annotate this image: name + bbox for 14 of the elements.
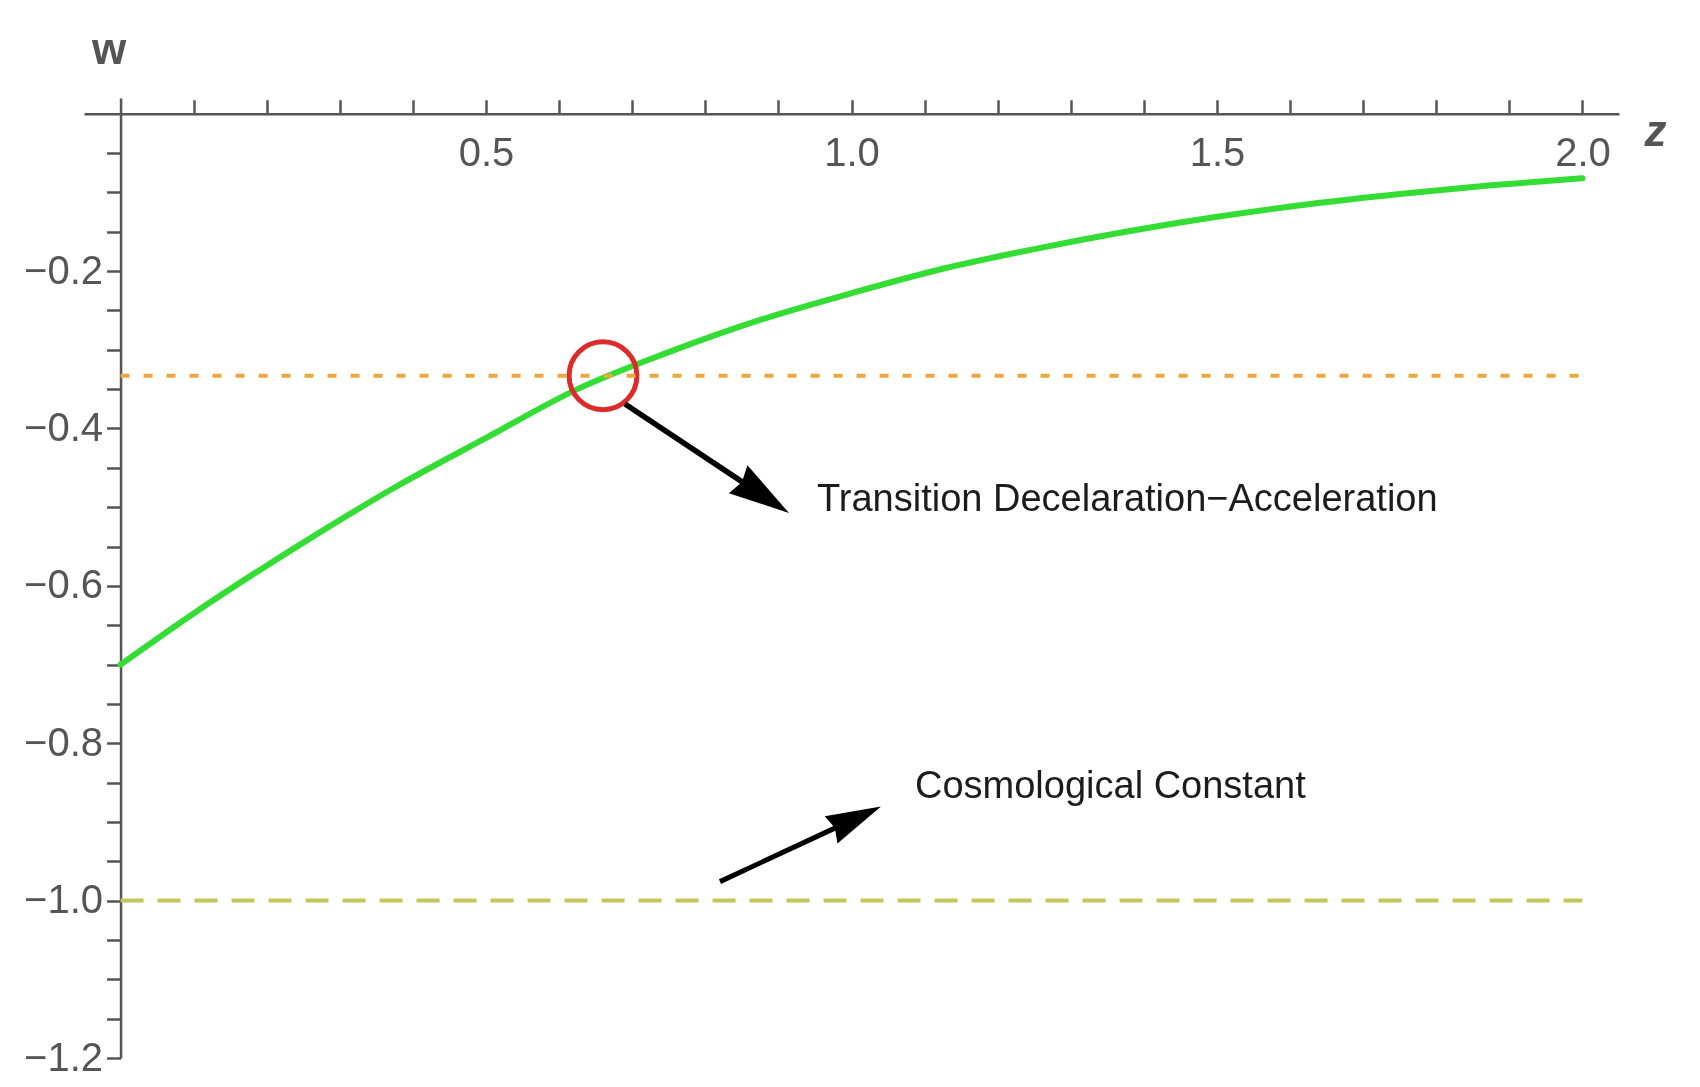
y-tick-label: −0.6: [24, 562, 104, 607]
annotation: Transition Decelaration−Acceleration: [817, 477, 1438, 519]
ref-line-label: Cosmological Constant: [915, 763, 1307, 806]
y-tick-label: −1.2: [24, 1034, 104, 1079]
x-tick-label: 0.5: [458, 130, 515, 175]
y-tick-label: −1.0: [24, 877, 104, 922]
x-axis-title: z: [1643, 106, 1667, 156]
y-tick-label: −0.4: [24, 404, 104, 449]
y-axis-title: w: [90, 23, 127, 73]
x-tick-label: 1.0: [824, 130, 880, 175]
y-tick-label: −0.2: [24, 247, 104, 292]
x-tick-label: 2.0: [1555, 130, 1611, 175]
y-tick-label: −0.8: [24, 719, 104, 764]
x-tick-label: 1.5: [1189, 130, 1246, 175]
